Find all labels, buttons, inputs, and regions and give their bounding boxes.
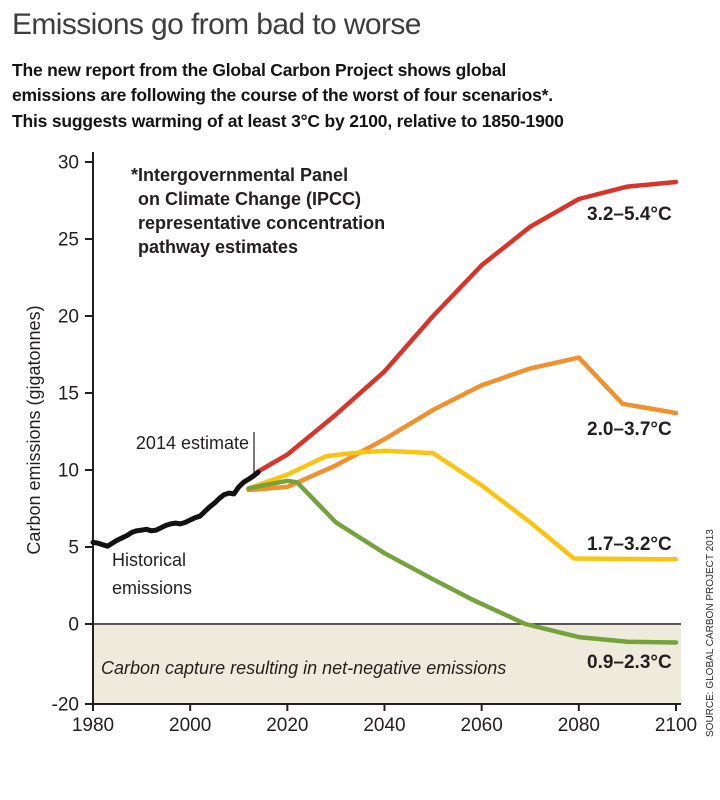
label-rcp26: 0.9–2.3°C bbox=[587, 652, 672, 673]
footnote-line-3: representative concentration bbox=[138, 213, 385, 233]
historical-label-line-1: Historical bbox=[112, 550, 186, 570]
series-line-historical-emissions bbox=[90, 469, 261, 549]
x-tick-label: 2100 bbox=[655, 715, 697, 736]
y-tick-label: 30 bbox=[58, 153, 79, 174]
y-tick-label: 20 bbox=[58, 307, 79, 328]
historical-label-line-2: emissions bbox=[112, 578, 192, 598]
series-line-rcp8.5-worst-case bbox=[246, 179, 679, 482]
x-tick-label: 2040 bbox=[363, 715, 405, 736]
series-line-rcp6.0 bbox=[246, 355, 679, 493]
series-line-rcp2.6 bbox=[246, 478, 679, 645]
y-tick-label: 0 bbox=[68, 615, 79, 636]
ipcc-footnote: *Intergovernmental Panel on Climate Chan… bbox=[131, 165, 385, 257]
subtitle-line-3: This suggests warming of at least 3°C by… bbox=[12, 110, 564, 131]
y-tick-label: 10 bbox=[58, 461, 79, 482]
label-rcp85: 3.2–5.4°C bbox=[587, 204, 672, 225]
x-tick-label: 1980 bbox=[72, 715, 114, 736]
y-tick-label: 15 bbox=[58, 384, 79, 405]
label-rcp45: 1.7–3.2°C bbox=[587, 534, 672, 555]
footnote-line-4: pathway estimates bbox=[138, 237, 298, 257]
y-tick-label: 25 bbox=[58, 230, 79, 251]
source-credit: SOURCE: GLOBAL CARBON PROJECT 2013 bbox=[705, 529, 716, 737]
y-axis-title: Carbon emissions (gigatonnes) bbox=[24, 305, 44, 554]
y-tick-label: -20 bbox=[52, 695, 79, 716]
estimate-2014-label: 2014 estimate bbox=[136, 433, 249, 453]
subtitle-line-1: The new report from the Global Carbon Pr… bbox=[12, 60, 507, 80]
x-tick-label: 2020 bbox=[266, 715, 308, 736]
subtitle-line-2: emissions are following the course of th… bbox=[12, 85, 553, 106]
carbon-capture-label: Carbon capture resulting in net-negative… bbox=[101, 658, 506, 678]
label-rcp60: 2.0–3.7°C bbox=[587, 419, 672, 440]
chart-subtitle: The new report from the Global Carbon Pr… bbox=[12, 58, 712, 134]
x-tick-label: 2080 bbox=[558, 715, 600, 736]
series-line-rcp4.5 bbox=[246, 448, 679, 562]
footnote-line-2: on Climate Change (IPCC) bbox=[138, 189, 361, 209]
x-tick-label: 2000 bbox=[169, 715, 211, 736]
x-tick-label: 2060 bbox=[461, 715, 503, 736]
page-title: Emissions go from bad to worse bbox=[12, 8, 421, 41]
y-tick-label: 5 bbox=[68, 538, 79, 559]
footnote-line-1: *Intergovernmental Panel bbox=[131, 165, 348, 185]
